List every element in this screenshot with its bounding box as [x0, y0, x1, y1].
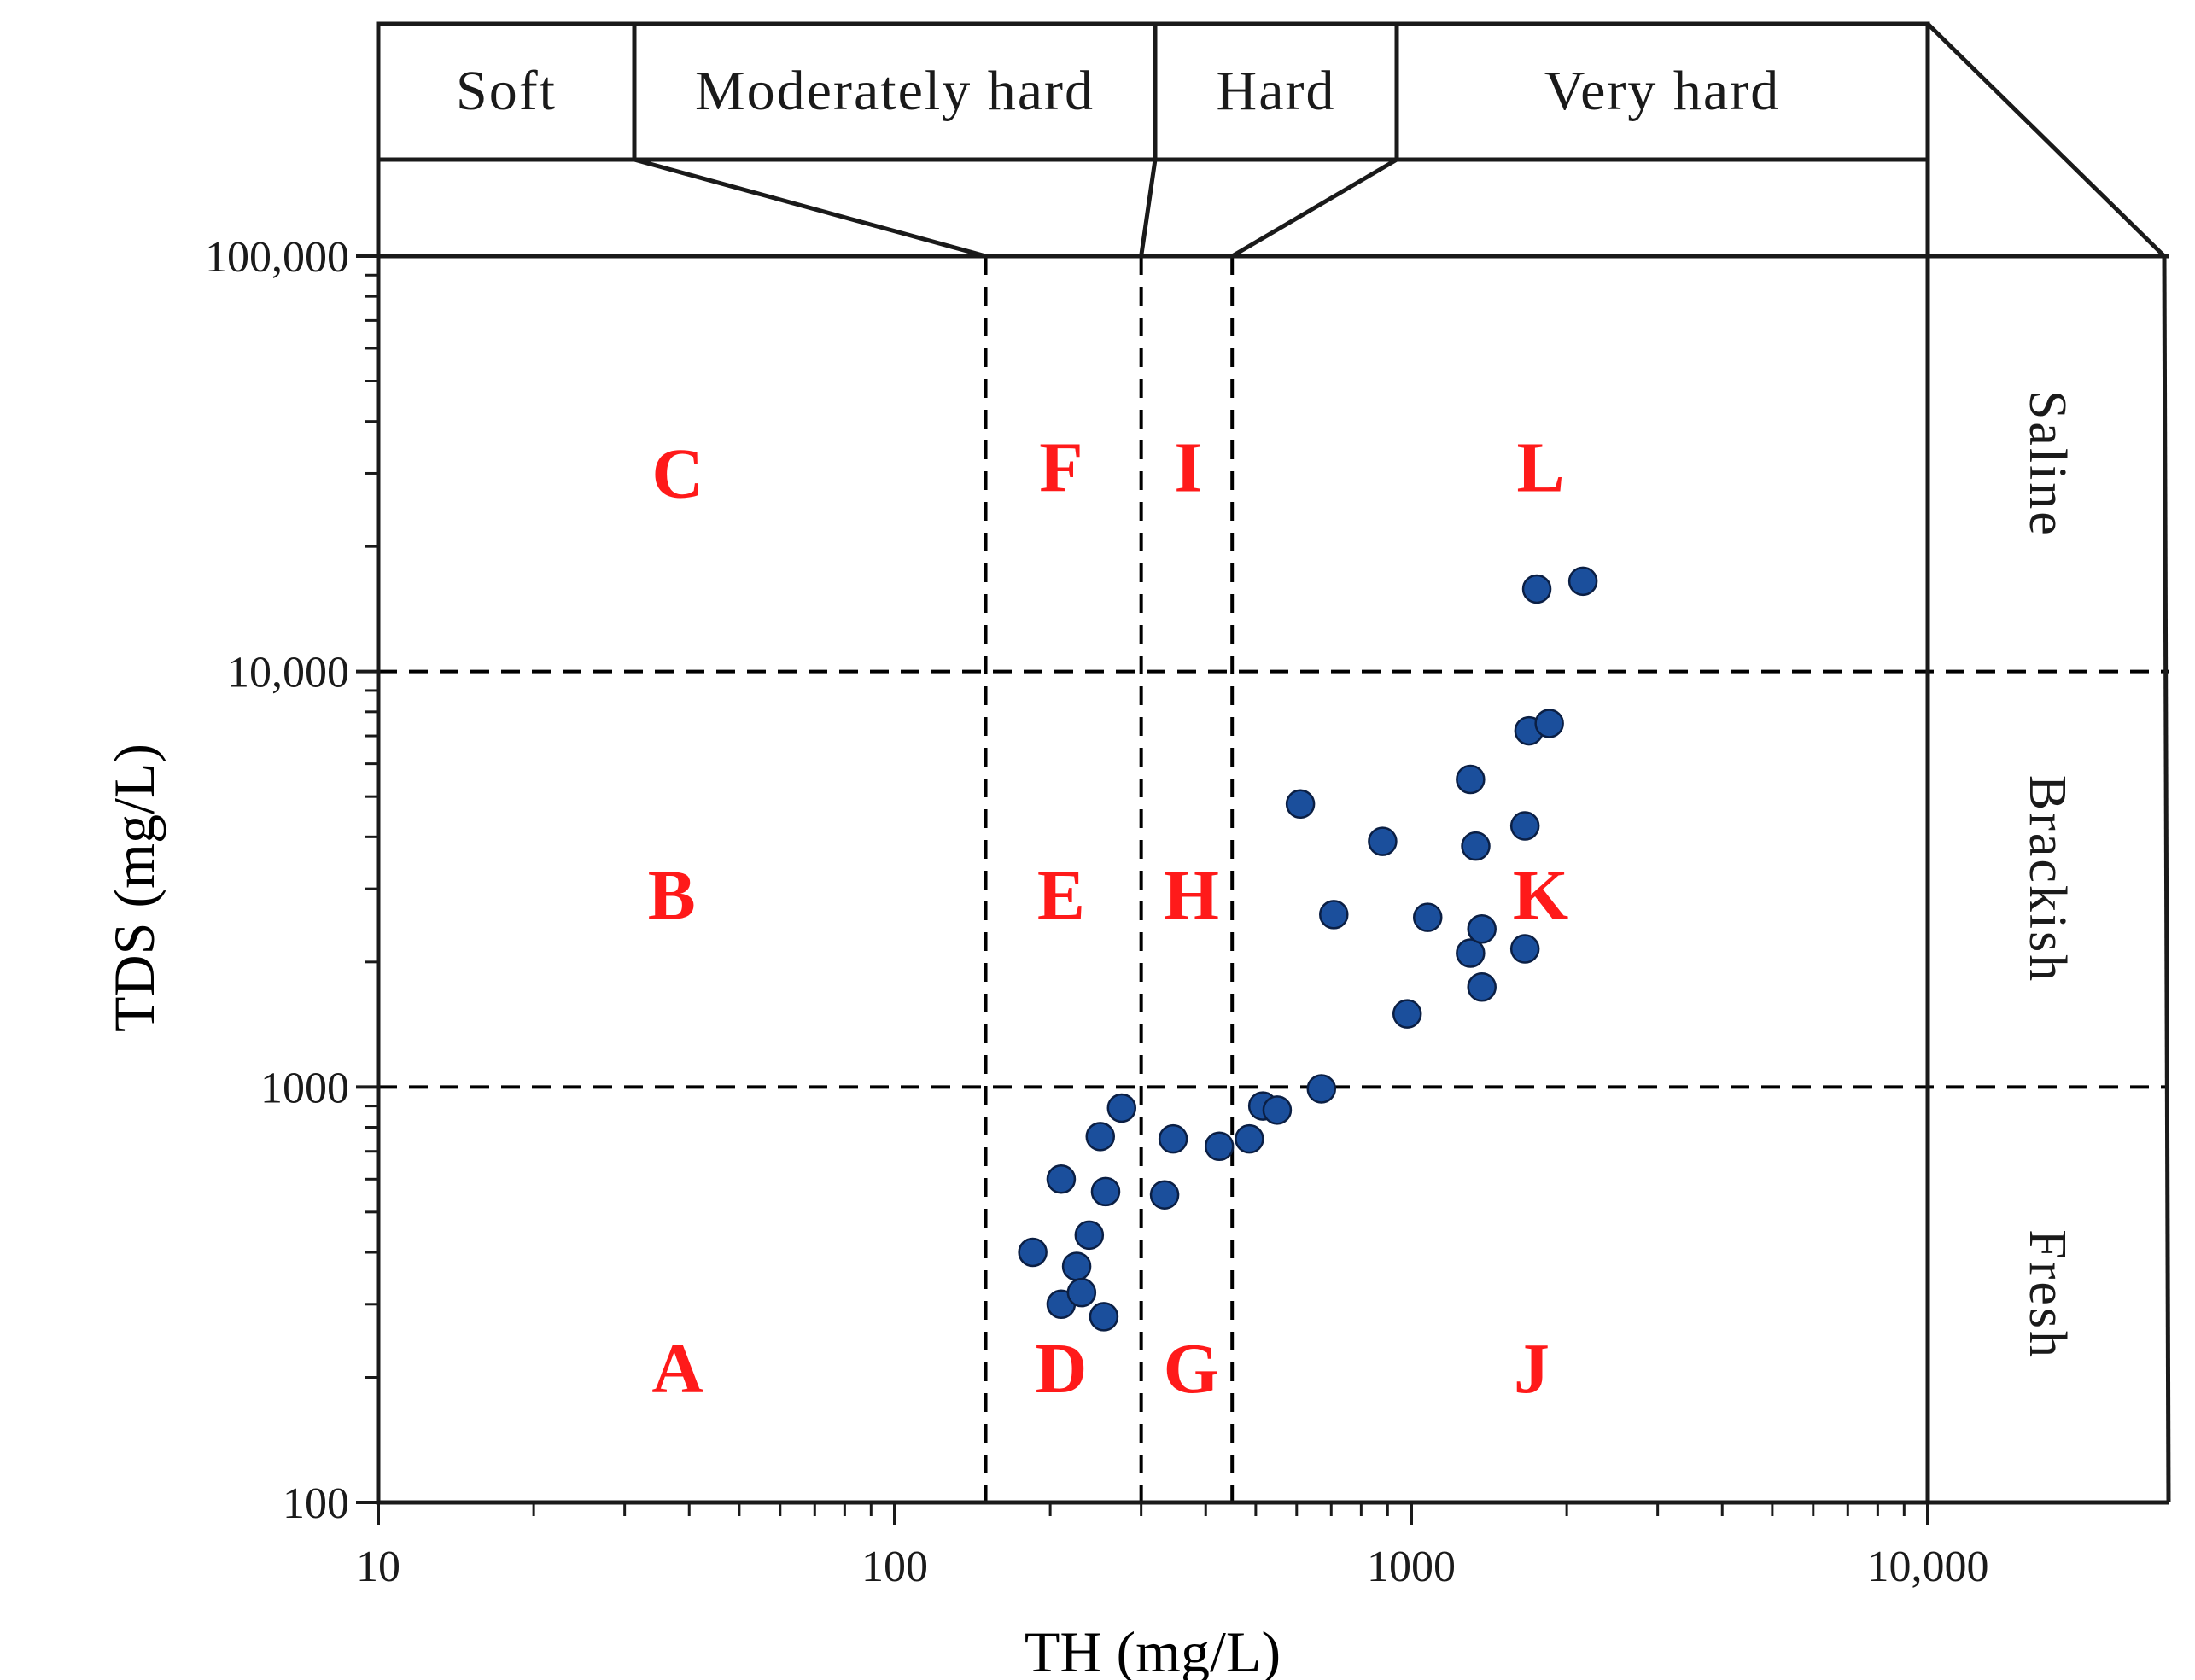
data-point — [1061, 1251, 1092, 1281]
data-point — [1090, 1176, 1121, 1207]
salinity-panel-right-edge — [2162, 255, 2171, 1503]
hardness-connector-line — [633, 157, 987, 259]
salinity-class-panel: Saline Brackish Fresh — [1925, 254, 2171, 1505]
data-point — [1106, 1093, 1137, 1123]
zone-label-a: A — [651, 1329, 703, 1409]
data-point — [1461, 831, 1491, 861]
zone-label-g: G — [1164, 1329, 1219, 1409]
x-axis-ticks: 10 100 1000 10,000 — [356, 1502, 1989, 1591]
data-point — [1368, 826, 1398, 856]
x-tick-label: 10,000 — [1867, 1543, 1989, 1591]
hardness-class-label: Hard — [1217, 60, 1336, 122]
x-axis-label: TH (mg/L) — [1025, 1619, 1281, 1680]
data-point — [1149, 1180, 1180, 1210]
data-point — [1066, 1277, 1097, 1308]
data-point — [1089, 1302, 1119, 1332]
hardness-connector-line — [1139, 159, 1158, 257]
data-point — [1467, 972, 1497, 1002]
plot-area-frame — [376, 254, 1930, 1505]
data-point — [1509, 934, 1540, 964]
salinity-class-label: Fresh — [2018, 1229, 2076, 1360]
data-point — [1204, 1131, 1235, 1162]
data-point — [1158, 1123, 1188, 1154]
data-point — [1235, 1123, 1264, 1154]
zone-label-d: D — [1036, 1329, 1088, 1409]
data-point — [1534, 709, 1564, 738]
y-axis-ticks: 100 1000 10,000 100,000 — [205, 233, 378, 1528]
zone-label-j: J — [1514, 1329, 1550, 1409]
hardness-class-panel: Soft Moderately hard Hard Very hard — [376, 21, 2166, 259]
x-tick-label: 10 — [356, 1543, 400, 1591]
hardness-class-label: Soft — [456, 60, 557, 122]
zone-label-h: H — [1164, 855, 1219, 935]
hardness-connector-line — [1230, 157, 1398, 259]
data-point — [1285, 789, 1316, 820]
y-tick-label: 100 — [283, 1479, 349, 1528]
data-points — [1018, 566, 1598, 1332]
y-tick-label: 10,000 — [227, 649, 349, 697]
zone-label-k: K — [1513, 855, 1568, 935]
data-point — [1456, 938, 1486, 968]
data-point — [1392, 999, 1422, 1029]
zone-labels: A B C D E F G H I J K L — [648, 429, 1568, 1409]
zone-label-e: E — [1037, 855, 1085, 935]
zone-label-b: B — [648, 855, 696, 935]
zone-label-f: F — [1039, 429, 1083, 508]
y-tick-label: 100,000 — [205, 233, 349, 282]
data-point — [1467, 914, 1497, 944]
zone-label-l: L — [1516, 429, 1564, 508]
data-point — [1412, 902, 1443, 932]
y-axis-label: TDS (mg/L) — [102, 744, 166, 1032]
data-point — [1074, 1220, 1105, 1251]
data-point — [1567, 566, 1598, 597]
zone-divider-lines — [378, 256, 2169, 1502]
data-point — [1262, 1095, 1293, 1125]
hardness-class-label: Very hard — [1544, 60, 1780, 122]
zone-label-i: I — [1174, 429, 1202, 508]
corner-diagonal-line — [1926, 22, 2166, 258]
salinity-class-label: Saline — [2018, 390, 2076, 538]
data-point — [1319, 900, 1349, 930]
data-point — [1046, 1164, 1077, 1194]
zone-label-c: C — [651, 434, 703, 513]
data-point — [1018, 1237, 1048, 1268]
data-point — [1085, 1122, 1116, 1152]
x-tick-label: 1000 — [1367, 1543, 1456, 1591]
salinity-class-label: Brackish — [2018, 775, 2076, 983]
data-point — [1306, 1074, 1337, 1104]
hardness-class-label: Moderately hard — [695, 60, 1095, 122]
data-point — [1509, 811, 1540, 841]
data-point — [1456, 764, 1486, 795]
plot-border — [376, 254, 1930, 1505]
data-point — [1521, 574, 1552, 604]
x-tick-label: 100 — [861, 1543, 928, 1591]
y-tick-label: 1000 — [260, 1064, 349, 1112]
